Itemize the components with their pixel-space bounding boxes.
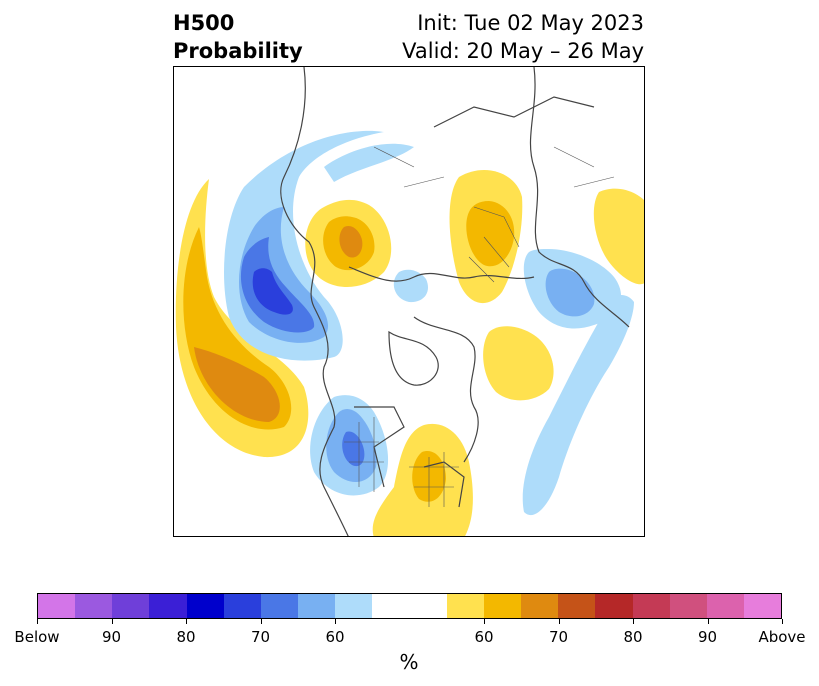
colorbar-swatch — [149, 594, 187, 618]
colorbar-swatch — [335, 594, 373, 618]
valid-range: Valid: 20 May – 26 May — [402, 39, 644, 63]
colorbar-swatch — [260, 594, 299, 618]
colorbar-swatch — [112, 594, 150, 618]
pacific-above-anomaly — [175, 179, 309, 458]
colorbar-swatch — [223, 594, 261, 618]
colorbar-swatch — [632, 594, 670, 618]
colorbar-unit: % — [399, 650, 419, 674]
colorbar-tick-mark — [484, 619, 485, 624]
colorbar-tick-mark — [260, 619, 262, 624]
map-svg — [175, 67, 644, 536]
title-right: Init: Tue 02 May 2023 Valid: 20 May – 26… — [402, 9, 644, 65]
colorbar-tick-mark — [707, 619, 709, 624]
europe-above-anomaly — [449, 169, 523, 304]
colorbar-tick-mark — [558, 619, 560, 624]
alaska-below-anomaly — [224, 130, 414, 361]
colorbar-swatch — [298, 594, 336, 618]
colorbar-swatch — [75, 594, 113, 618]
colorbar-swatch — [595, 594, 633, 618]
colorbar-swatch — [669, 594, 707, 618]
colorbar-tick-label: 70 — [548, 628, 569, 646]
colorbar-tick-mark — [633, 619, 634, 624]
colorbar-tick-label: 90 — [697, 628, 718, 646]
map-variable: H500 — [173, 11, 235, 35]
eastern-us-above-anomaly — [372, 423, 473, 536]
colorbar-swatch — [372, 594, 410, 618]
colorbar-tick-label: 90 — [101, 628, 122, 646]
map-subtitle: Probability — [173, 39, 303, 63]
colorbar-swatch — [706, 594, 744, 618]
colorbar-tick-mark — [37, 619, 38, 624]
colorbar — [37, 593, 782, 619]
colorbar-swatch — [521, 594, 559, 618]
colorbar-tick-mark — [782, 619, 783, 624]
arctic-below-anomaly — [393, 249, 622, 329]
colorbar-tick-mark — [186, 619, 187, 624]
colorbar-tick-label: Below — [14, 628, 60, 646]
colorbar-tick-mark — [335, 619, 336, 624]
greenland-above-anomaly — [483, 326, 554, 401]
colorbar-tick-label: 80 — [623, 628, 643, 646]
colorbar-tick-mark — [111, 619, 113, 624]
colorbar-tick-label: 80 — [176, 628, 196, 646]
colorbar-tick-label: Above — [758, 628, 806, 646]
siberia-above-anomaly — [305, 199, 392, 287]
atlantic-below-anomaly — [522, 294, 634, 516]
colorbar-tick-label: 60 — [325, 628, 345, 646]
colorbar-swatch — [409, 594, 447, 618]
borders — [344, 146, 615, 507]
coastlines — [280, 67, 630, 536]
colorbar-swatch — [186, 594, 224, 618]
colorbar-swatch — [483, 594, 522, 618]
colorbar-swatch — [446, 594, 484, 618]
colorbar-swatch — [558, 594, 596, 618]
init-date: Init: Tue 02 May 2023 — [417, 11, 644, 35]
colorbar-swatch — [38, 594, 76, 618]
colorbar-swatch — [743, 594, 782, 618]
title-left: H500 Probability — [173, 9, 303, 65]
probability-map — [173, 66, 645, 537]
asia-above-anomaly — [593, 188, 644, 285]
colorbar-tick-label: 70 — [250, 628, 271, 646]
colorbar-tick-label: 60 — [474, 628, 494, 646]
